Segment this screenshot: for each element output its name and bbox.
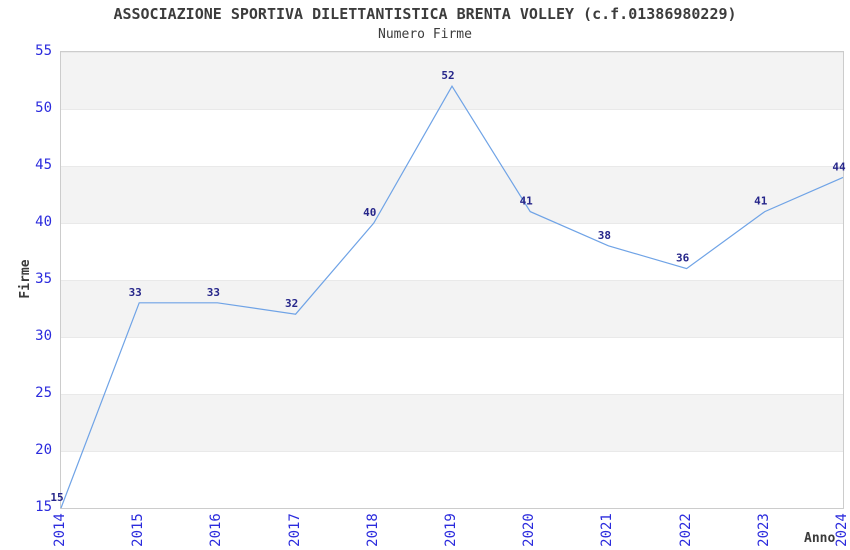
x-tick-label: 2022 xyxy=(677,513,694,547)
value-label: 44 xyxy=(832,160,846,173)
value-label: 15 xyxy=(50,491,63,504)
plot-svg: 15 33 33 32 40 52 41 38 36 41 44 xyxy=(50,69,846,509)
y-tick-label: 15 xyxy=(35,499,52,515)
x-tick-label: 2020 xyxy=(521,513,538,547)
x-tick-label: 2024 xyxy=(834,513,850,547)
y-tick-label: 20 xyxy=(35,442,52,458)
x-axis-title: Anno xyxy=(804,531,836,546)
value-label: 33 xyxy=(129,286,142,299)
x-tick-label: 2021 xyxy=(599,513,616,547)
value-label: 38 xyxy=(598,229,611,242)
value-label: 52 xyxy=(441,69,454,82)
plot-area: 15 33 33 32 40 52 41 38 36 41 44 xyxy=(50,51,846,509)
y-tick-label: 45 xyxy=(35,157,52,173)
y-tick-label: 55 xyxy=(35,43,52,59)
x-tick-label: 2015 xyxy=(130,513,147,547)
y-tick-label: 40 xyxy=(35,214,52,230)
chart-title: ASSOCIAZIONE SPORTIVA DILETTANTISTICA BR… xyxy=(113,5,737,23)
y-axis-title: Firme xyxy=(18,259,33,299)
x-tick-label: 2017 xyxy=(286,513,303,547)
value-label: 32 xyxy=(285,297,298,310)
value-label: 36 xyxy=(676,252,690,265)
value-label: 33 xyxy=(207,286,220,299)
x-tick-label: 2016 xyxy=(208,513,225,547)
value-label: 40 xyxy=(363,206,376,219)
x-tick-label: 2023 xyxy=(755,513,772,547)
y-tick-label: 50 xyxy=(35,100,52,116)
chart-subtitle: Numero Firme xyxy=(378,27,472,42)
x-tick-label: 2019 xyxy=(443,513,459,547)
y-tick-label: 25 xyxy=(35,385,52,401)
x-tick-label: 2018 xyxy=(364,513,381,547)
line-series xyxy=(60,85,844,509)
y-tick-label: 30 xyxy=(35,328,52,344)
value-label: 41 xyxy=(754,195,768,208)
value-label: 41 xyxy=(520,195,534,208)
y-tick-label: 35 xyxy=(35,271,52,287)
x-tick-label: 2014 xyxy=(52,513,68,547)
